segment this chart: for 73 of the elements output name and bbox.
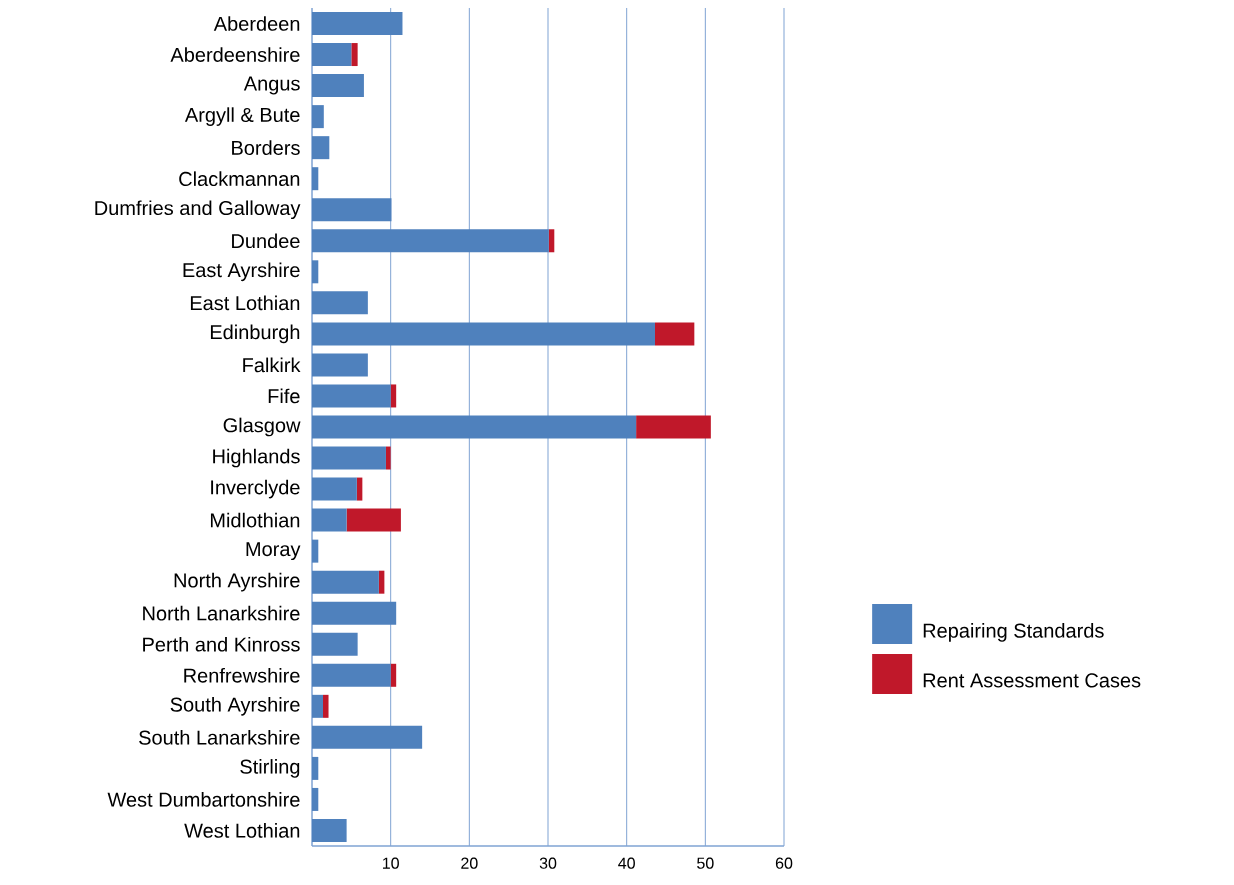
y-tick-label: Clackmannan [179,171,300,187]
y-tick-label: North Lanarkshire [143,605,300,621]
x-tick-label: 60 [775,857,793,869]
y-tick-label: West Lothian [184,823,300,838]
x-tick-label: 30 [539,857,557,869]
bar [312,415,637,439]
y-tick-label: Falkirk [243,357,301,373]
bar [351,43,358,67]
y-tick-label: Aberdeen [213,16,300,31]
bar [312,43,352,67]
bar [312,198,392,222]
bar [312,260,319,284]
bar [312,384,391,408]
y-tick-label: Glasgow [223,417,301,437]
bar [312,570,379,594]
bar [312,105,324,129]
y-tick-label: West Dumbartonshire [107,792,300,807]
bar [312,663,391,687]
legend-label: Rent Assessment Cases [923,673,1141,688]
bar [654,322,695,346]
bar [312,508,347,532]
bar [312,12,403,36]
y-tick-label: South Lanarkshire [139,730,300,745]
bar [312,756,319,780]
y-tick-label: Perth and Kinross [143,636,300,652]
x-tick-label: 20 [461,857,478,869]
y-tick-label: Borders [232,140,300,156]
bar [346,508,401,532]
bar [390,663,397,687]
x-tick-label: 10 [383,857,399,869]
bar [312,74,364,98]
bar [312,725,423,749]
y-tick-label: Aberdeenshire [170,47,300,62]
bar [312,818,347,842]
y-tick-label: Edinburgh [210,324,300,344]
y-tick-label: Renfrewshire [184,667,300,683]
y-tick-label: Dumfries and Galloway [95,200,301,220]
bar [323,694,329,718]
bar [636,415,711,439]
bar [312,694,324,718]
x-tick-label: 50 [697,857,714,869]
y-tick-label: Inverclyde [211,479,300,499]
y-tick-label: South Ayrshire [170,697,300,716]
bar [312,136,330,160]
x-tick-label: 40 [618,857,635,869]
y-tick-label: Angus [243,76,300,95]
bar [385,446,391,470]
y-tick-label: Dundee [232,233,300,249]
bar [378,570,385,594]
y-tick-label: Argyll & Bute [184,107,300,126]
legend-label: Repairing Standards [923,623,1104,642]
bar [312,539,319,563]
y-tick-label: Midlothian [210,512,300,528]
y-tick-label: Moray [246,542,301,561]
bar [312,477,357,501]
bar [312,229,549,253]
y-tick-label: North Ayrshire [174,572,300,592]
bar [312,322,655,346]
bar [548,229,555,253]
y-tick-label: Stirling [240,759,300,778]
y-tick-label: Fife [268,388,300,404]
bar [312,787,319,811]
bar [312,291,368,315]
y-tick-label: East Lothian [190,295,300,311]
y-tick-label: Highlands [213,448,300,468]
bar [312,446,386,470]
bar [390,384,397,408]
bar [356,477,363,501]
bar [312,167,319,191]
bar [312,601,397,625]
bar [312,353,368,377]
y-tick-label: East Ayrshire [183,262,300,282]
bar [312,632,358,656]
